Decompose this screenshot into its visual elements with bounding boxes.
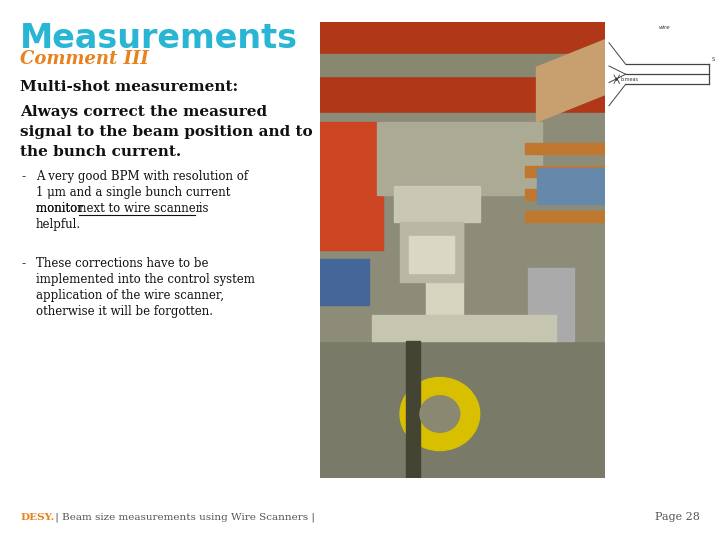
- Bar: [525, 188, 605, 200]
- Bar: [320, 122, 383, 249]
- Text: Page 28: Page 28: [655, 512, 700, 522]
- Text: S: S: [711, 57, 715, 62]
- Text: -: -: [22, 257, 26, 270]
- Bar: [372, 315, 557, 341]
- Text: A very good BPM with resolution of: A very good BPM with resolution of: [36, 170, 248, 183]
- Text: monitor: monitor: [36, 202, 86, 215]
- Text: DESY.: DESY.: [20, 513, 55, 522]
- Text: Measurements: Measurements: [20, 22, 298, 55]
- Ellipse shape: [420, 396, 460, 432]
- Text: application of the wire scanner,: application of the wire scanner,: [36, 289, 224, 302]
- Bar: [408, 236, 454, 273]
- Text: signal to the beam position and to: signal to the beam position and to: [20, 125, 312, 139]
- Text: next to wire scanner: next to wire scanner: [79, 202, 202, 215]
- Text: is: is: [195, 202, 209, 215]
- Bar: [320, 113, 605, 341]
- Bar: [406, 341, 420, 478]
- Bar: [320, 22, 605, 122]
- Text: monitor: monitor: [36, 202, 86, 215]
- Bar: [395, 186, 480, 222]
- Bar: [525, 143, 605, 154]
- Bar: [525, 166, 605, 177]
- Bar: [377, 122, 542, 195]
- Text: otherwise it will be forgotten.: otherwise it will be forgotten.: [36, 305, 213, 318]
- Text: wire: wire: [659, 25, 670, 30]
- Bar: [528, 268, 574, 341]
- Polygon shape: [536, 40, 605, 122]
- Text: b.meas: b.meas: [620, 77, 638, 82]
- Text: helpful.: helpful.: [36, 218, 81, 231]
- Bar: [400, 222, 463, 282]
- Bar: [525, 212, 605, 222]
- Text: implemented into the control system: implemented into the control system: [36, 273, 255, 286]
- Text: | Beam size measurements using Wire Scanners |: | Beam size measurements using Wire Scan…: [52, 512, 315, 522]
- Text: -: -: [22, 170, 26, 183]
- Bar: [320, 259, 369, 305]
- Text: These corrections have to be: These corrections have to be: [36, 257, 209, 270]
- Text: 1 μm and a single bunch current: 1 μm and a single bunch current: [36, 186, 230, 199]
- Bar: [320, 53, 605, 76]
- Text: the bunch current.: the bunch current.: [20, 145, 181, 159]
- Bar: [426, 213, 463, 318]
- Text: Multi-shot measurement:: Multi-shot measurement:: [20, 80, 238, 94]
- Ellipse shape: [400, 377, 480, 450]
- Text: Always correct the measured: Always correct the measured: [20, 105, 267, 119]
- Bar: [536, 167, 605, 204]
- Text: Comment III: Comment III: [20, 50, 149, 68]
